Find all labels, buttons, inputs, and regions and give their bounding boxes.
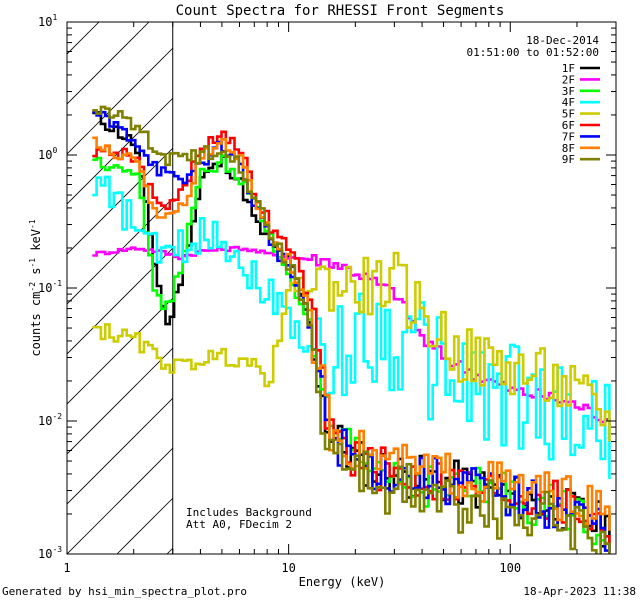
legend-label-8f: 8F — [562, 142, 575, 155]
y-tick-exponent: -1 — [52, 279, 62, 288]
legend-label-3f: 3F — [562, 85, 575, 98]
series-layer — [92, 105, 611, 554]
y-tick-label: 10-1 — [38, 279, 62, 295]
series-2f-line — [92, 245, 611, 427]
axis-ticks — [66, 21, 617, 555]
y-tick-label: 10-3 — [38, 545, 62, 561]
x-axis-label: Energy (keV) — [299, 575, 386, 589]
y-tick-exponent: -2 — [52, 412, 62, 421]
y-label-mid1: s — [29, 268, 43, 282]
y-label-exp1: -2 — [28, 282, 37, 292]
legend-label-2f: 2F — [562, 73, 575, 86]
y-tick-exponent: 1 — [52, 13, 57, 22]
x-tick-label: 1 — [63, 561, 70, 575]
annotation-background: Includes Background — [186, 506, 312, 519]
chart-title: Count Spectra for RHESSI Front Segments — [176, 3, 505, 19]
legend-label-6f: 6F — [562, 119, 575, 132]
series-4f-line — [92, 175, 611, 480]
y-tick-exponent: -3 — [52, 545, 62, 554]
x-tick-labels: 1 10 100 — [63, 561, 521, 575]
y-tick-label: 101 — [38, 13, 57, 29]
legend-label-9f: 9F — [562, 153, 575, 166]
x-tick-label: 100 — [499, 561, 521, 575]
y-tick-label: 10-2 — [38, 412, 62, 428]
y-tick-base: 10 — [38, 15, 52, 29]
series-9f-line — [92, 105, 611, 554]
annotation-attenuator: Att A0, FDecim 2 — [186, 518, 292, 531]
y-label-exp2: -1 — [28, 258, 37, 268]
legend-label-1f: 1F — [562, 62, 575, 75]
legend-label-4f: 4F — [562, 96, 575, 109]
y-tick-base: 10 — [38, 414, 52, 428]
y-label-mid2: keV — [29, 229, 43, 258]
y-label-exp3: -1 — [28, 219, 37, 229]
legend-label-7f: 7F — [562, 130, 575, 143]
y-tick-label: 100 — [38, 146, 57, 162]
hatch-line — [67, 22, 250, 205]
y-tick-base: 10 — [38, 281, 52, 295]
info-date: 18-Dec-2014 — [526, 34, 599, 47]
footer-timestamp: 18-Apr-2023 11:38 — [523, 585, 636, 598]
series-5f-line — [92, 251, 611, 442]
footer-generated-by: Generated by hsi_min_spectra_plot.pro — [2, 585, 248, 598]
info-time-range: 01:51:00 to 01:52:00 — [467, 46, 599, 59]
y-label-main: counts cm — [29, 292, 43, 357]
y-axis-label: counts cm-2 s-1 keV-1 — [28, 219, 43, 356]
series-7f-line — [92, 110, 611, 552]
legend-label-5f: 5F — [562, 108, 575, 121]
y-tick-base: 10 — [38, 148, 52, 162]
x-tick-label: 10 — [281, 561, 295, 575]
y-tick-base: 10 — [38, 547, 52, 561]
y-tick-exponent: 0 — [52, 146, 57, 155]
series-6f-line — [92, 130, 611, 545]
hatch-line — [617, 22, 640, 554]
